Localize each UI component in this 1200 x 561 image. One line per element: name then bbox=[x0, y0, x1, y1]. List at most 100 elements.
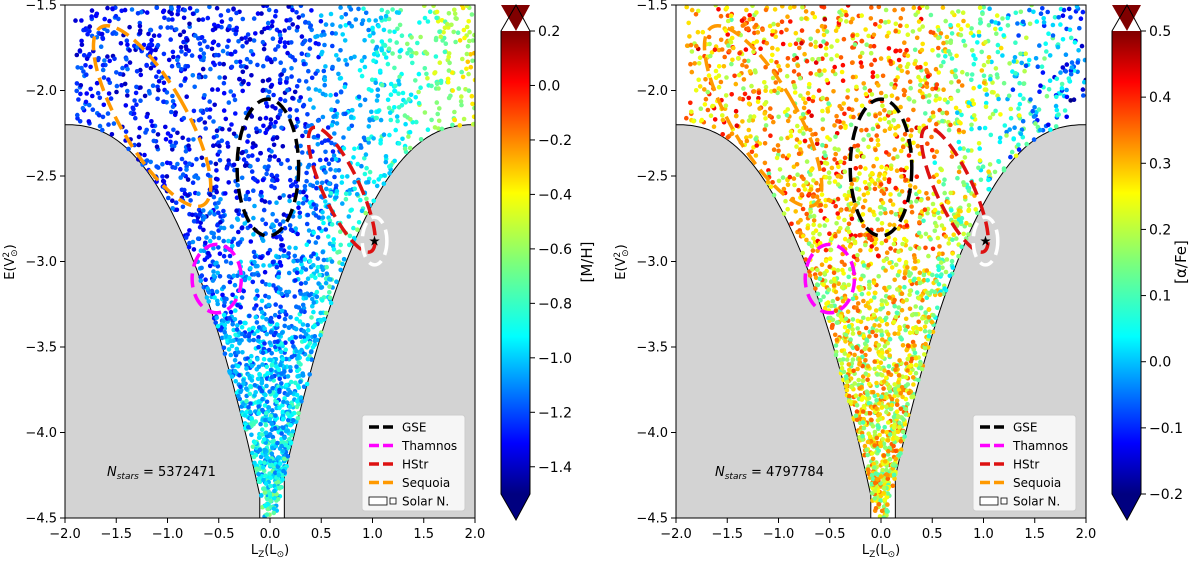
star-point bbox=[265, 455, 270, 461]
star-point bbox=[928, 237, 933, 242]
star-point bbox=[833, 28, 839, 33]
star-point bbox=[868, 298, 874, 304]
star-point bbox=[977, 84, 982, 89]
star-point bbox=[346, 214, 352, 219]
star-point bbox=[794, 137, 800, 142]
star-point bbox=[236, 393, 241, 399]
star-point bbox=[703, 96, 709, 102]
star-point bbox=[255, 62, 260, 68]
star-point bbox=[251, 337, 256, 343]
star-point bbox=[313, 87, 319, 92]
star-point bbox=[814, 141, 820, 146]
star-point bbox=[120, 65, 125, 71]
star-point bbox=[435, 111, 441, 117]
star-point bbox=[97, 95, 103, 101]
star-point bbox=[191, 137, 196, 142]
legend-label: Sequoia bbox=[402, 476, 450, 490]
star-point bbox=[468, 64, 474, 70]
star-point bbox=[961, 180, 966, 185]
star-point bbox=[811, 178, 816, 183]
star-point bbox=[183, 52, 188, 57]
star-point bbox=[349, 123, 355, 129]
star-point bbox=[431, 5, 436, 9]
star-point bbox=[255, 357, 260, 362]
star-point bbox=[827, 231, 832, 236]
star-point bbox=[459, 69, 465, 75]
star-point bbox=[310, 296, 315, 302]
star-point bbox=[908, 133, 914, 138]
star-point bbox=[814, 180, 819, 186]
star-point bbox=[944, 257, 950, 262]
star-point bbox=[418, 137, 424, 142]
star-point bbox=[696, 8, 701, 14]
star-point bbox=[837, 9, 842, 15]
star-point bbox=[913, 12, 918, 18]
star-point bbox=[846, 193, 851, 198]
star-point bbox=[302, 184, 308, 189]
star-point bbox=[191, 247, 197, 252]
star-point bbox=[895, 429, 901, 435]
star-point bbox=[268, 84, 274, 89]
star-point bbox=[696, 77, 701, 83]
star-point bbox=[396, 91, 401, 96]
star-point bbox=[304, 242, 310, 247]
star-point bbox=[743, 47, 749, 52]
star-point bbox=[867, 347, 872, 353]
region-ellipses bbox=[91, 23, 389, 315]
star-point bbox=[215, 222, 220, 228]
star-point bbox=[273, 47, 278, 52]
star-point bbox=[464, 51, 470, 57]
star-point bbox=[143, 130, 148, 135]
star-point bbox=[776, 178, 782, 184]
star-point bbox=[214, 189, 219, 195]
star-point bbox=[1020, 19, 1026, 25]
star-point bbox=[358, 197, 363, 203]
star-point bbox=[170, 93, 175, 99]
star-point bbox=[73, 18, 78, 23]
star-point bbox=[225, 144, 231, 149]
star-point bbox=[867, 207, 873, 213]
star-point bbox=[381, 132, 387, 137]
star-point bbox=[279, 72, 285, 77]
star-point bbox=[146, 31, 151, 37]
star-point bbox=[134, 102, 139, 107]
star-point bbox=[702, 102, 708, 107]
star-point bbox=[744, 135, 749, 140]
star-point bbox=[422, 5, 427, 8]
star-point bbox=[123, 129, 129, 134]
star-point bbox=[827, 180, 832, 185]
star-point bbox=[442, 25, 448, 31]
star-point bbox=[926, 307, 932, 312]
star-point bbox=[362, 38, 367, 43]
star-point bbox=[918, 198, 924, 203]
star-point bbox=[378, 117, 384, 123]
star-point bbox=[204, 295, 210, 300]
star-point bbox=[897, 358, 902, 363]
star-point bbox=[923, 61, 928, 67]
star-point bbox=[846, 353, 851, 358]
star-point bbox=[326, 181, 332, 186]
star-point bbox=[173, 140, 179, 146]
star-point bbox=[383, 55, 389, 60]
star-point bbox=[133, 115, 138, 121]
star-point bbox=[247, 376, 253, 381]
star-point bbox=[300, 322, 306, 327]
star-point bbox=[819, 192, 825, 197]
star-point bbox=[445, 21, 450, 27]
star-point bbox=[382, 42, 388, 48]
star-point bbox=[332, 131, 337, 136]
star-point bbox=[934, 223, 939, 229]
star-point bbox=[949, 56, 955, 61]
star-point bbox=[876, 364, 881, 370]
star-point bbox=[880, 354, 885, 360]
star-point bbox=[684, 43, 690, 48]
star-point bbox=[272, 154, 278, 159]
star-point bbox=[966, 207, 972, 212]
star-point bbox=[294, 84, 300, 89]
star-point bbox=[941, 182, 946, 187]
star-point bbox=[891, 222, 897, 228]
star-point bbox=[835, 182, 841, 187]
star-point bbox=[163, 124, 168, 130]
star-point bbox=[88, 86, 93, 92]
star-point bbox=[832, 64, 837, 70]
